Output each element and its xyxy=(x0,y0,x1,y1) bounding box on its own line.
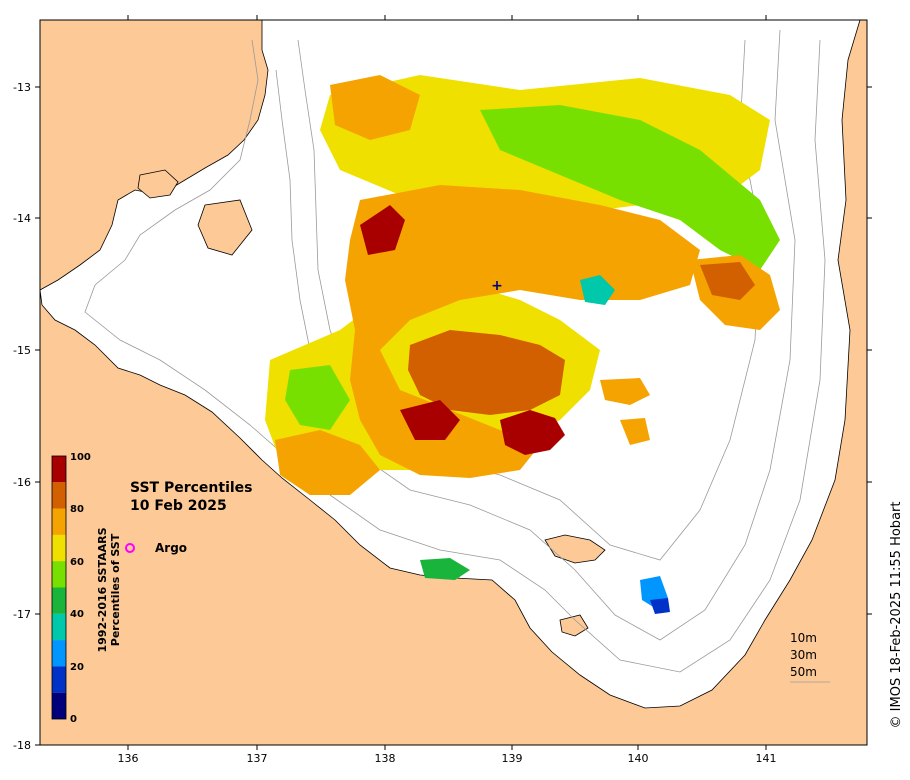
island-2 xyxy=(559,614,589,637)
colorbar-band-90-100 xyxy=(52,456,66,483)
sst-field-red-3 xyxy=(400,400,460,440)
map-title: SST Percentiles xyxy=(130,480,253,496)
sst-field-red-2 xyxy=(360,205,405,255)
x-tick-label: 140 xyxy=(628,752,649,765)
depth-label-10m: 10m xyxy=(790,631,817,645)
argo-legend-label: Argo xyxy=(155,541,187,555)
colorbar-band-70-80 xyxy=(52,508,66,535)
y-tick-label: -13 xyxy=(13,81,31,94)
sst-field xyxy=(265,75,780,614)
sst-field-darkorange-2 xyxy=(700,262,755,300)
depth-label-30m: 30m xyxy=(790,648,817,662)
colorbar-band-40-50 xyxy=(52,587,66,614)
sst-field-cyan xyxy=(580,275,615,305)
sst-field-green xyxy=(480,105,780,270)
colorbar-title-line1: 1992-2016 SSTAARS xyxy=(96,527,109,652)
colorbar-tick-label: 60 xyxy=(70,557,84,568)
sst-field-darkorange xyxy=(408,330,565,415)
x-tick-label: 141 xyxy=(756,752,777,765)
colorbar-frame xyxy=(51,455,67,720)
x-tick-label: 137 xyxy=(247,752,268,765)
argo-legend-icon xyxy=(125,543,135,553)
x-tick-marks xyxy=(127,15,767,750)
colorbar-tick-label: 20 xyxy=(70,662,84,673)
colorbar-band-80-90 xyxy=(52,482,66,509)
sst-field-red xyxy=(500,410,565,455)
sst-field-orange-5 xyxy=(600,378,650,405)
island-3 xyxy=(137,169,179,199)
contour-30m xyxy=(275,29,796,641)
x-tick-label: 139 xyxy=(502,752,523,765)
colorbar-band-20-30 xyxy=(52,640,66,667)
y-tick-label: -16 xyxy=(13,476,31,489)
colorbar-band-10-20 xyxy=(52,666,66,693)
depth-label-50m: 50m xyxy=(790,665,817,679)
plot-frame xyxy=(39,19,868,746)
colorbar-band-60-70 xyxy=(52,534,66,562)
colorbar-tick-label: 80 xyxy=(70,504,84,515)
y-tick-label: -14 xyxy=(13,212,31,225)
colorbar xyxy=(51,455,67,720)
x-tick-label: 138 xyxy=(375,752,396,765)
contour-50m xyxy=(297,39,761,561)
sst-field-green-3 xyxy=(420,558,470,580)
map-date: 10 Feb 2025 xyxy=(130,498,227,514)
sst-field-navy xyxy=(650,598,670,614)
y-tick-label: -18 xyxy=(13,739,31,752)
sst-field-orange-3 xyxy=(275,430,380,495)
island-4 xyxy=(197,199,253,256)
x-tick-label: 136 xyxy=(118,752,139,765)
colorbar-tick-label: 0 xyxy=(70,714,77,725)
colorbar-tick-label: 40 xyxy=(70,609,84,620)
y-tick-label: -17 xyxy=(13,608,31,621)
y-tick-marks xyxy=(35,86,872,746)
colorbar-band-0-10 xyxy=(52,692,66,719)
colorbar-tick-label: 100 xyxy=(70,452,91,463)
sst-field-orange-6 xyxy=(620,418,650,445)
argo-float-marker: + xyxy=(491,278,503,294)
colorbar-band-30-40 xyxy=(52,613,66,641)
y-tick-label: -15 xyxy=(13,344,31,357)
island-1 xyxy=(544,534,606,564)
imos-credit: © IMOS 18-Feb-2025 11:55 Hobart xyxy=(889,502,904,729)
sst-field-orange-2 xyxy=(330,75,420,140)
sst-field-green-2 xyxy=(285,365,350,430)
colorbar-title-line2: Percentiles of SST xyxy=(109,533,122,646)
colorbar-band-50-60 xyxy=(52,561,66,588)
